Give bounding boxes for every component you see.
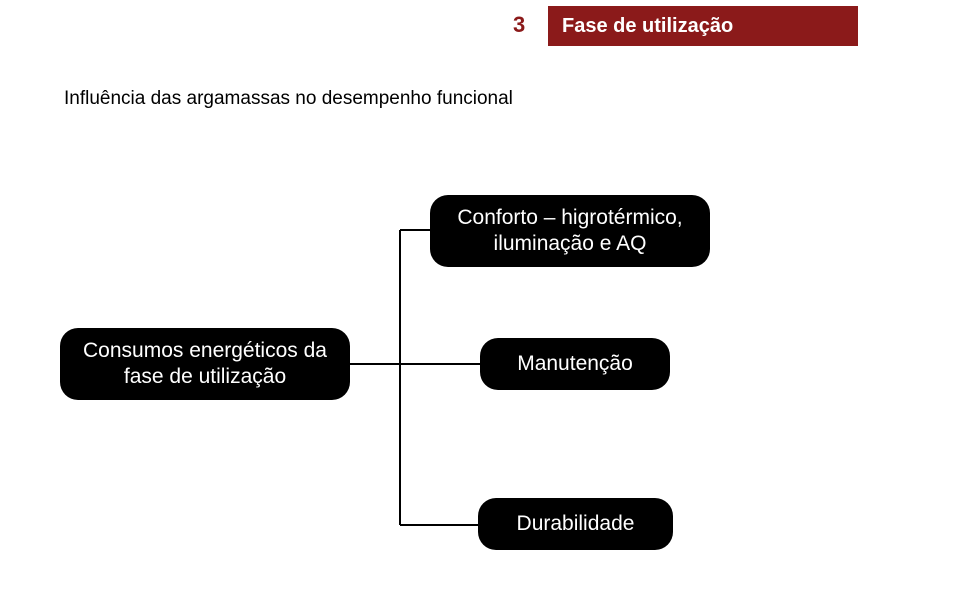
header-number: 3	[513, 12, 525, 38]
node-consumos: Consumos energéticos da fase de utilizaç…	[60, 328, 350, 400]
header-banner-label: Fase de utilização	[562, 15, 733, 38]
node-manutencao: Manutenção	[480, 338, 670, 390]
header-banner: Fase de utilização	[548, 6, 858, 46]
node-conforto: Conforto – higrotérmico, iluminação e AQ	[430, 195, 710, 267]
subtitle-text: Influência das argamassas no desempenho …	[64, 88, 513, 110]
node-durabilidade: Durabilidade	[478, 498, 673, 550]
